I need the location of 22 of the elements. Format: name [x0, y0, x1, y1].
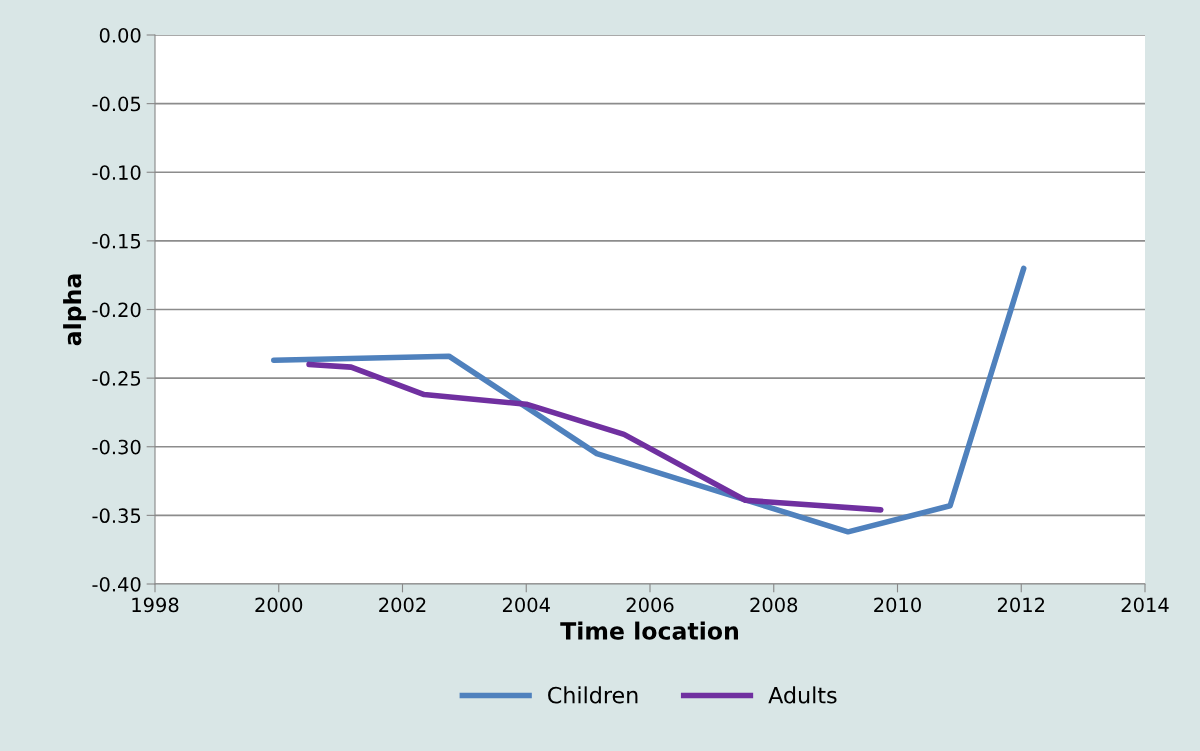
- x-tick-label: 1998: [132, 597, 179, 613]
- x-tick-label: 2012: [997, 597, 1045, 613]
- x-tick-label: 2008: [750, 597, 798, 613]
- x-tick-label: 2004: [502, 597, 550, 613]
- y-tick-label: -0.25: [92, 371, 141, 386]
- x-tick-label: 2014: [1121, 597, 1169, 613]
- x-axis-title: Time location: [560, 621, 738, 640]
- y-tick-label: -0.10: [92, 165, 141, 180]
- x-tick-label: 2006: [626, 597, 674, 613]
- y-tick-label: -0.30: [92, 439, 141, 455]
- y-tick-label: -0.20: [92, 302, 141, 318]
- y-axis-title: alpha: [63, 274, 86, 346]
- legend-label: Adults: [768, 686, 837, 704]
- x-tick-label: 2000: [255, 597, 303, 613]
- legend-label: Children: [548, 686, 638, 704]
- y-tick-label: -0.15: [92, 233, 141, 249]
- y-tick-label: -0.40: [92, 576, 141, 592]
- x-tick-label: 2010: [874, 597, 921, 613]
- x-tick-label: 2002: [379, 597, 426, 613]
- y-tick-label: 0.00: [99, 27, 141, 43]
- y-tick-label: -0.05: [92, 96, 141, 112]
- y-tick-label: -0.35: [92, 508, 141, 524]
